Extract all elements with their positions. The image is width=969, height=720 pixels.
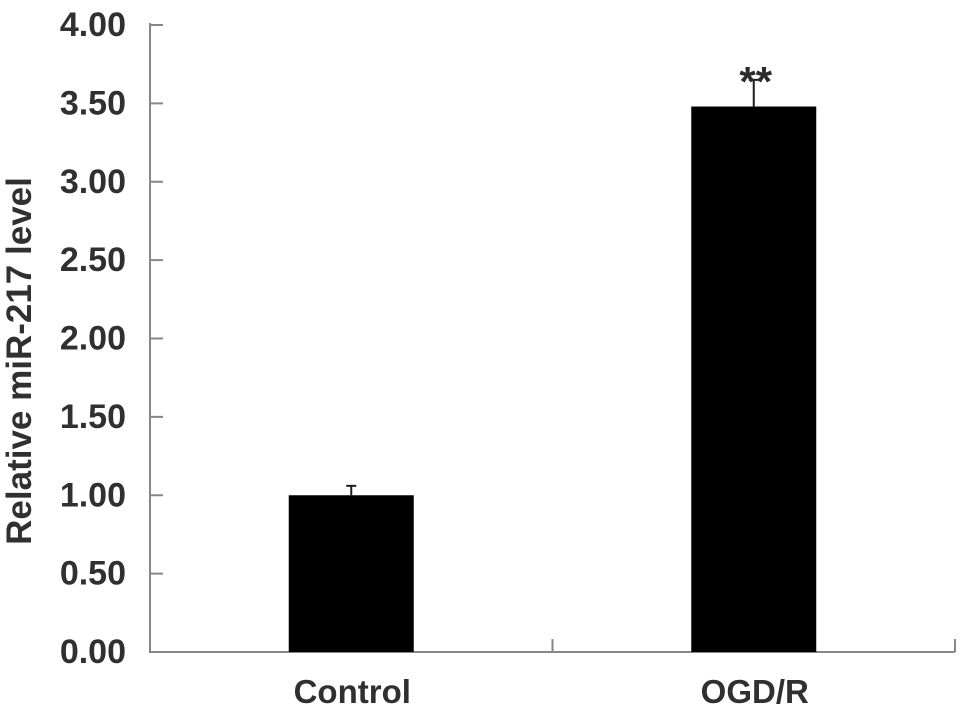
y-tick-label: 2.50 <box>60 241 126 279</box>
y-tick-label: 1.00 <box>60 476 126 514</box>
y-tick-label: 3.50 <box>60 84 126 122</box>
x-category-label: Control <box>294 673 411 710</box>
y-tick-label: 0.50 <box>60 555 126 593</box>
y-tick-label: 3.00 <box>60 163 126 201</box>
bar-series <box>288 106 817 652</box>
x-axis-ticks <box>551 639 956 652</box>
bar <box>691 106 817 652</box>
error-bars <box>346 78 759 496</box>
significance-annotation: ** <box>739 58 772 105</box>
x-category-label: OGD/R <box>701 673 809 710</box>
y-tick-labels: 0.00 0.50 1.00 1.50 2.00 2.50 3.00 3.50 4.00 <box>60 6 126 671</box>
bar <box>288 495 414 652</box>
significance-annotations: ** <box>739 58 772 105</box>
category-labels: Control OGD/R <box>294 673 809 710</box>
y-axis-title: Relative miR-217 level <box>0 177 39 545</box>
y-axis-ticks <box>150 24 163 653</box>
y-tick-label: 0.00 <box>60 633 126 671</box>
y-tick-label: 4.00 <box>60 6 126 44</box>
y-tick-label: 2.00 <box>60 320 126 358</box>
axes <box>149 23 955 653</box>
y-tick-label: 1.50 <box>60 398 126 436</box>
